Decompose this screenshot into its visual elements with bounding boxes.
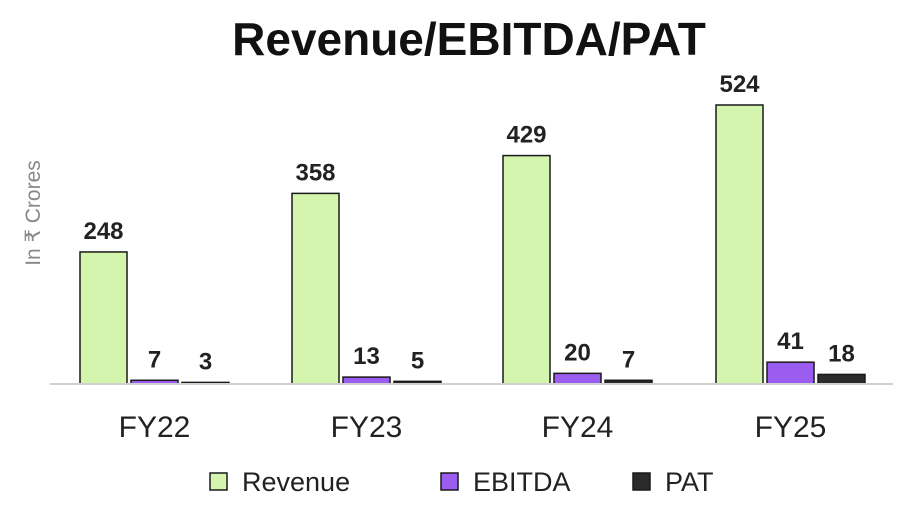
- data-label-revenue-fy25: 524: [719, 71, 760, 98]
- bar-ebitda-fy24: [553, 372, 602, 385]
- bar-ebitda-fy25: [766, 361, 815, 385]
- data-label-pat-fy25: 18: [828, 340, 855, 367]
- data-label-ebitda-fy23: 13: [353, 343, 380, 370]
- legend-label-ebitda: EBITDA: [473, 467, 571, 497]
- x-ticks-group: FY22 FY23 FY24 FY25: [119, 411, 827, 444]
- data-label-ebitda-fy22: 7: [148, 346, 161, 373]
- data-label-pat-fy22: 3: [199, 348, 212, 375]
- legend-swatch-revenue: [209, 472, 228, 491]
- legend: Revenue EBITDA PAT: [209, 467, 714, 497]
- legend-label-revenue: Revenue: [242, 467, 350, 497]
- bar-revenue-fy25: [715, 104, 764, 385]
- data-label-revenue-fy22: 248: [83, 218, 123, 245]
- legend-swatch-ebitda: [440, 472, 459, 491]
- bars-group: 248 7 3 358 13 5 429 20 7 524 41 18: [79, 71, 866, 385]
- bar-ebitda-fy23: [342, 376, 391, 385]
- x-tick-fy23: FY23: [331, 411, 403, 444]
- bar-revenue-fy24: [502, 154, 551, 385]
- data-label-ebitda-fy24: 20: [564, 339, 591, 366]
- bar-revenue-fy22: [79, 251, 128, 385]
- data-label-revenue-fy23: 358: [295, 159, 335, 186]
- x-tick-fy25: FY25: [755, 411, 827, 444]
- legend-label-pat: PAT: [665, 467, 714, 497]
- bar-pat-fy25: [817, 373, 866, 385]
- chart-title: Revenue/EBITDA/PAT: [232, 13, 706, 65]
- data-label-pat-fy24: 7: [622, 346, 635, 373]
- legend-swatch-pat: [632, 472, 651, 491]
- data-label-ebitda-fy25: 41: [777, 328, 804, 355]
- bar-revenue-fy23: [291, 192, 340, 385]
- x-tick-fy22: FY22: [119, 411, 191, 444]
- x-tick-fy24: FY24: [542, 411, 614, 444]
- data-label-pat-fy23: 5: [411, 347, 424, 374]
- data-label-revenue-fy24: 429: [506, 122, 546, 149]
- y-axis-label: In ₹ Crores: [22, 160, 45, 266]
